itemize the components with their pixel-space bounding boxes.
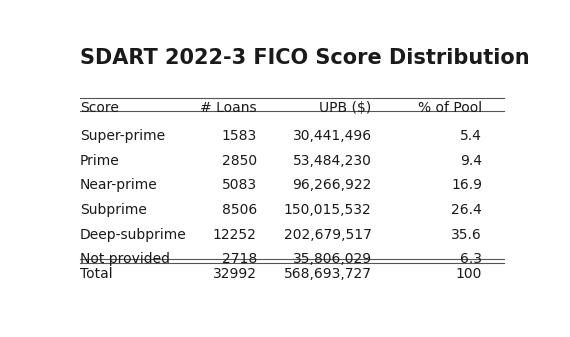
Text: 30,441,496: 30,441,496 [292,129,372,143]
Text: 32992: 32992 [213,268,256,281]
Text: Deep-subprime: Deep-subprime [80,227,187,242]
Text: 53,484,230: 53,484,230 [293,154,372,167]
Text: Super-prime: Super-prime [80,129,165,143]
Text: 12252: 12252 [213,227,256,242]
Text: Score: Score [80,101,119,115]
Text: Subprime: Subprime [80,203,147,217]
Text: 568,693,727: 568,693,727 [284,268,372,281]
Text: Total: Total [80,268,113,281]
Text: 1583: 1583 [222,129,256,143]
Text: UPB ($): UPB ($) [319,101,372,115]
Text: 2718: 2718 [222,252,256,266]
Text: Prime: Prime [80,154,120,167]
Text: 26.4: 26.4 [451,203,482,217]
Text: SDART 2022-3 FICO Score Distribution: SDART 2022-3 FICO Score Distribution [80,48,530,68]
Text: 100: 100 [455,268,482,281]
Text: Near-prime: Near-prime [80,178,158,192]
Text: 9.4: 9.4 [460,154,482,167]
Text: Not provided: Not provided [80,252,170,266]
Text: 202,679,517: 202,679,517 [284,227,372,242]
Text: 96,266,922: 96,266,922 [292,178,372,192]
Text: 2850: 2850 [222,154,256,167]
Text: 8506: 8506 [222,203,256,217]
Text: 35.6: 35.6 [451,227,482,242]
Text: 150,015,532: 150,015,532 [284,203,372,217]
Text: 16.9: 16.9 [451,178,482,192]
Text: # Loans: # Loans [200,101,256,115]
Text: 35,806,029: 35,806,029 [292,252,372,266]
Text: 5083: 5083 [222,178,256,192]
Text: 5.4: 5.4 [460,129,482,143]
Text: 6.3: 6.3 [460,252,482,266]
Text: % of Pool: % of Pool [418,101,482,115]
